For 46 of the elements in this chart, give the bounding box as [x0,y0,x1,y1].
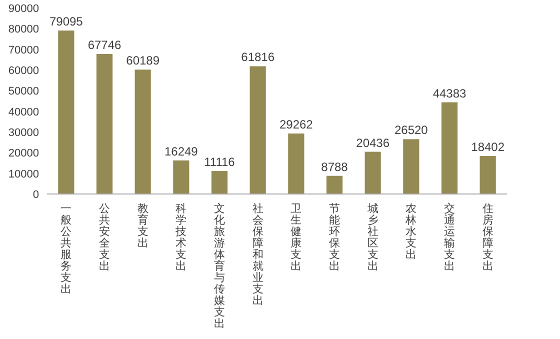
x-tick-label: 城乡社区支出 [366,202,378,272]
data-label: 67746 [88,38,122,52]
bar [134,70,151,194]
bar [403,139,420,194]
y-tick-label: 20000 [8,148,39,160]
y-tick-label: 40000 [8,106,39,118]
bar [96,54,113,194]
x-tick-label: 教育支出 [137,203,148,250]
bar [364,152,381,194]
x-tick-label: 农林水支出 [404,203,417,261]
bar [480,156,496,194]
data-label: 11116 [204,155,236,170]
x-tick-label: 一般公共服务支出 [60,203,72,296]
x-tick-label: 卫生健康支出 [290,203,302,272]
data-label: 61816 [241,50,275,64]
y-tick-label: 60000 [8,65,39,77]
x-tick-label: 科学技术支出 [174,203,187,272]
x-tick-label: 交通运输支出 [444,202,455,272]
x-tick-label: 公共安全支出 [99,203,110,272]
data-label: 18402 [471,140,505,154]
y-tick-label: 90000 [8,3,39,15]
category-label: 文化旅游体育与传媒支出 [214,203,225,330]
data-label: 16249 [164,144,198,158]
data-label: 44383 [432,86,467,100]
x-tick-label: 住房保障支出 [482,203,494,272]
data-label: 29262 [279,118,314,132]
data-label: 79095 [49,14,84,29]
y-tick-label: 50000 [8,86,39,98]
data-label: 26520 [394,123,428,138]
y-tick-label: 70000 [8,44,39,56]
bar [173,160,190,194]
y-tick-label: 0 [32,189,39,201]
x-tick-label: 节能环保支出 [329,202,340,272]
bar [326,176,343,194]
bar [441,102,458,194]
y-tick-label: 30000 [8,127,39,139]
bar [58,30,74,194]
data-label: 20436 [356,136,390,150]
bar [250,66,266,194]
y-tick-label: 10000 [8,168,39,180]
bar [211,171,228,194]
y-tick-label: 80000 [8,24,39,36]
bar [288,134,304,194]
category-label: 社会保障和就业支出 [252,203,264,307]
data-label: 8788 [321,160,348,174]
data-label: 60189 [126,54,160,68]
